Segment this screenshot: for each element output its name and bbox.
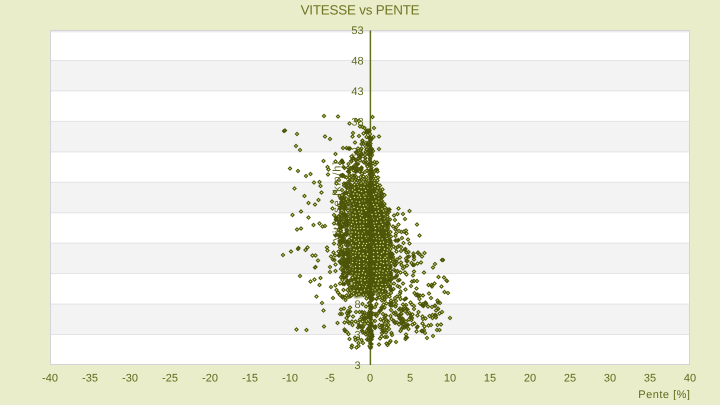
svg-text:-30: -30 xyxy=(122,373,138,385)
svg-text:20: 20 xyxy=(524,373,536,385)
svg-text:0: 0 xyxy=(367,373,373,385)
svg-text:3: 3 xyxy=(354,360,360,372)
svg-text:40: 40 xyxy=(684,373,696,385)
svg-text:3: 3 xyxy=(354,329,360,341)
svg-text:43: 43 xyxy=(351,86,363,98)
svg-text:25: 25 xyxy=(564,373,576,385)
svg-text:15: 15 xyxy=(484,373,496,385)
svg-text:Pente [%]: Pente [%] xyxy=(638,389,690,400)
svg-text:8: 8 xyxy=(354,299,360,311)
svg-text:10: 10 xyxy=(444,373,456,385)
svg-text:35: 35 xyxy=(644,373,656,385)
svg-text:30: 30 xyxy=(604,373,616,385)
svg-text:-10: -10 xyxy=(282,373,298,385)
svg-text:-25: -25 xyxy=(162,373,178,385)
svg-text:53: 53 xyxy=(351,25,363,37)
svg-text:5: 5 xyxy=(407,373,413,385)
svg-text:-15: -15 xyxy=(242,373,258,385)
svg-text:-40: -40 xyxy=(42,373,58,385)
svg-text:-20: -20 xyxy=(202,373,218,385)
svg-text:-5: -5 xyxy=(325,373,335,385)
svg-text:-35: -35 xyxy=(82,373,98,385)
svg-text:VITESSE vs PENTE: VITESSE vs PENTE xyxy=(301,3,420,18)
svg-text:48: 48 xyxy=(351,55,363,67)
